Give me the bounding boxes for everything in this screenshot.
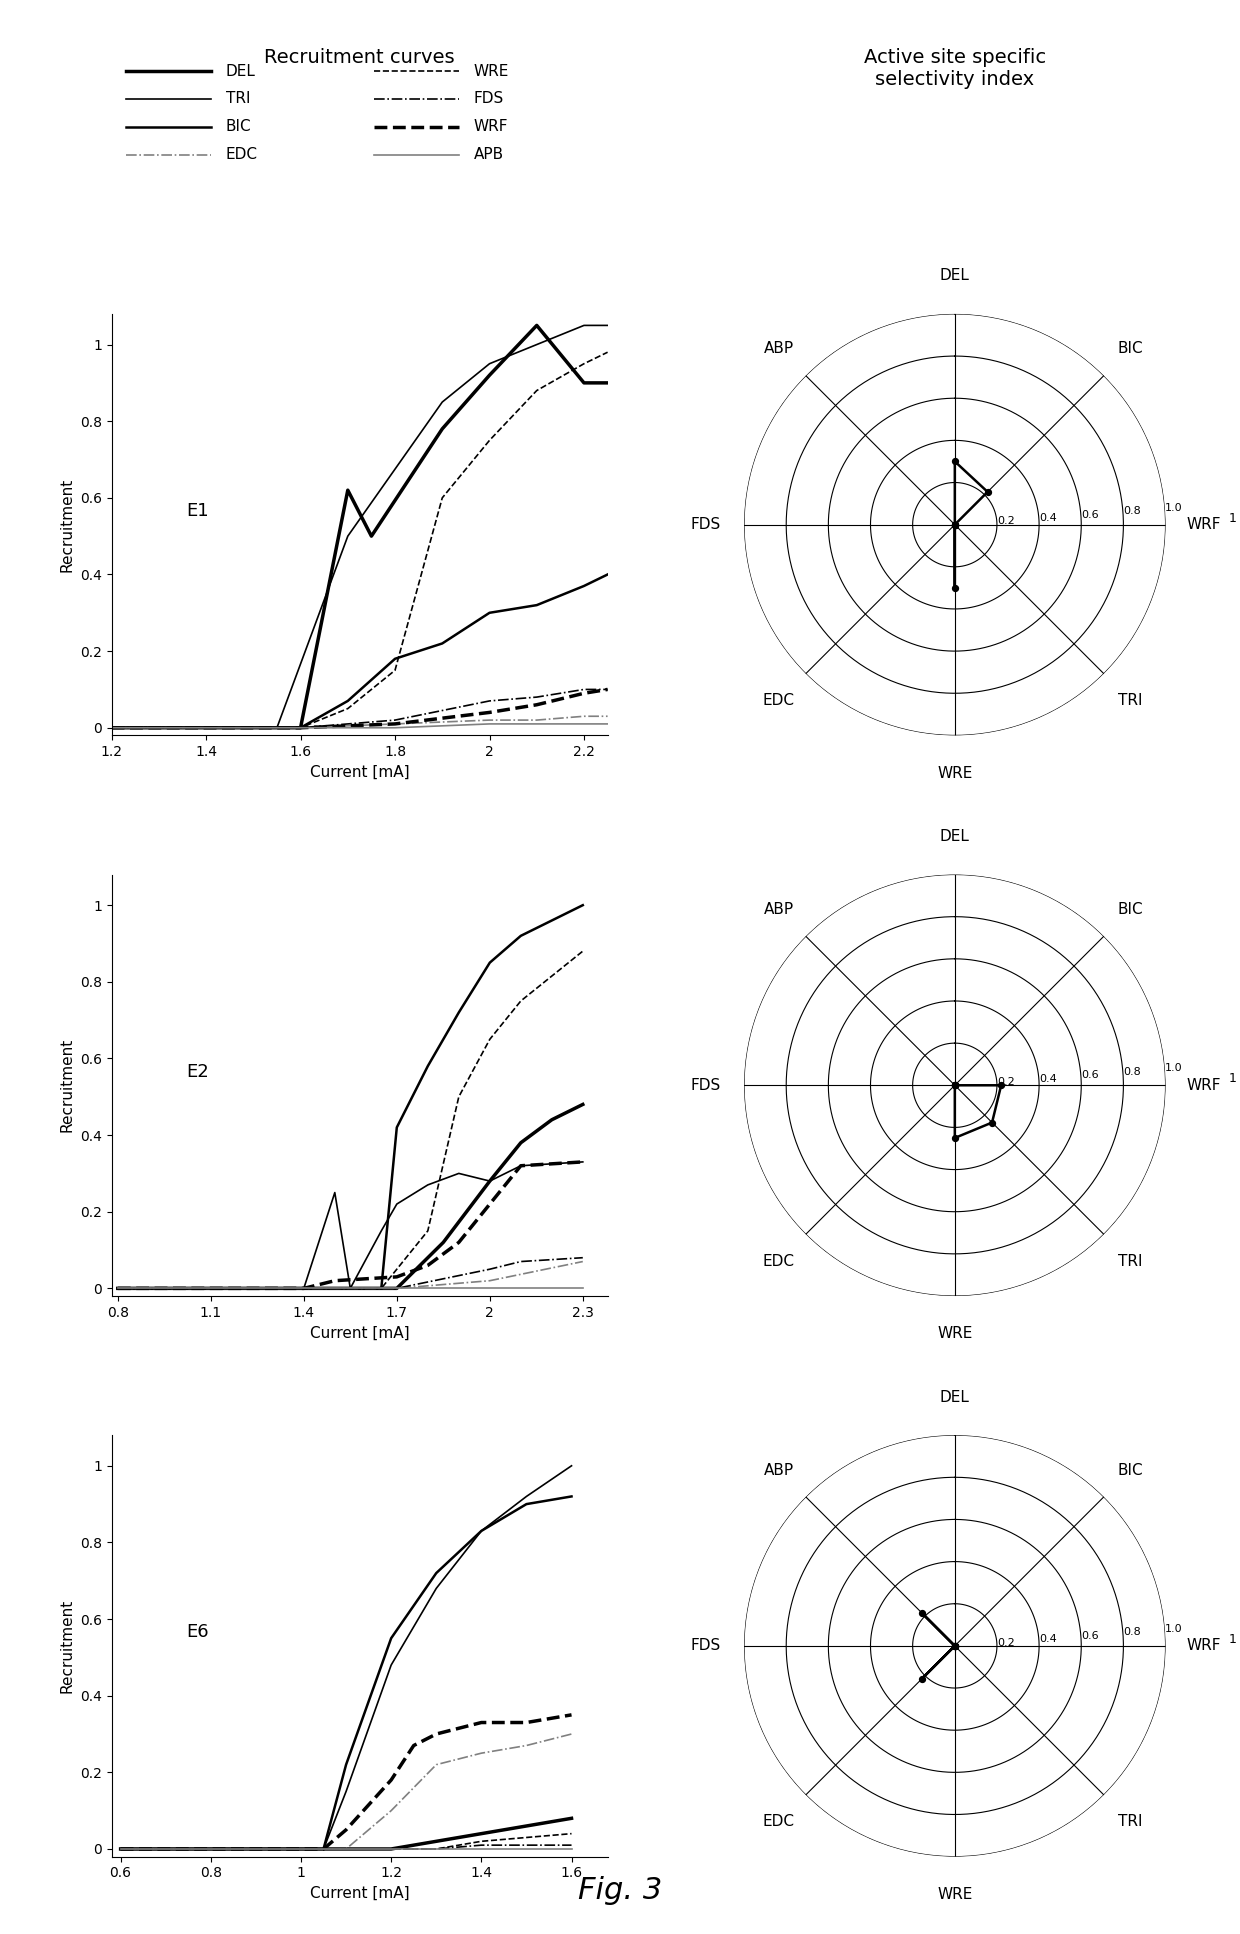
Point — [945, 1630, 965, 1661]
Text: BIC: BIC — [226, 120, 252, 133]
Text: 1.0: 1.0 — [1164, 1625, 1183, 1634]
Point — [945, 1122, 965, 1153]
Point — [982, 1106, 1002, 1137]
X-axis label: Current [mA]: Current [mA] — [310, 1886, 409, 1901]
Text: DEL: DEL — [226, 64, 255, 79]
Text: 1.0: 1.0 — [1164, 1064, 1183, 1073]
Point — [991, 1070, 1011, 1100]
Y-axis label: Recruitment: Recruitment — [60, 1599, 74, 1692]
Text: DEL: DEL — [940, 1391, 970, 1404]
Text: BIC: BIC — [1117, 340, 1143, 356]
Text: ABP: ABP — [764, 340, 794, 356]
Text: Recruitment curves: Recruitment curves — [264, 48, 455, 68]
Text: WRF: WRF — [1187, 516, 1220, 532]
Point — [945, 1630, 965, 1661]
Point — [977, 476, 997, 507]
Text: 0.2: 0.2 — [997, 1077, 1014, 1087]
Text: EDC: EDC — [226, 147, 258, 162]
Text: BIC: BIC — [1117, 901, 1143, 917]
Point — [945, 1070, 965, 1100]
Text: TRI: TRI — [1118, 692, 1143, 708]
Point — [913, 1663, 932, 1694]
Point — [945, 509, 965, 540]
Text: 0.2: 0.2 — [997, 1638, 1014, 1648]
Text: FDS: FDS — [474, 91, 503, 106]
Text: 1.0: 1.0 — [1164, 503, 1183, 513]
Text: FDS: FDS — [691, 516, 722, 532]
Text: Active site specific
selectivity index: Active site specific selectivity index — [864, 48, 1045, 89]
Point — [945, 572, 965, 603]
Text: 0.8: 0.8 — [1123, 507, 1141, 516]
Point — [945, 1630, 965, 1661]
Text: 0.6: 0.6 — [1081, 1630, 1099, 1640]
Text: E1: E1 — [186, 503, 208, 520]
Text: 0.6: 0.6 — [1081, 1070, 1099, 1081]
Point — [945, 1630, 965, 1661]
Text: EDC: EDC — [763, 1814, 795, 1830]
Text: EDC: EDC — [763, 1253, 795, 1269]
Point — [945, 1070, 965, 1100]
Text: WRF: WRF — [1187, 1077, 1220, 1093]
Text: ABP: ABP — [764, 1462, 794, 1478]
Text: DEL: DEL — [940, 830, 970, 843]
Text: 1: 1 — [1229, 513, 1236, 524]
Text: WRE: WRE — [474, 64, 510, 79]
Text: 1: 1 — [1229, 1632, 1236, 1646]
Text: TRI: TRI — [1118, 1814, 1143, 1830]
Text: WRE: WRE — [937, 766, 972, 781]
Text: ABP: ABP — [764, 901, 794, 917]
Text: 1: 1 — [1229, 1071, 1236, 1085]
Text: E2: E2 — [186, 1064, 208, 1081]
Text: FDS: FDS — [691, 1077, 722, 1093]
Text: 0.8: 0.8 — [1123, 1068, 1141, 1077]
Text: 0.4: 0.4 — [1039, 1073, 1056, 1083]
Text: 0.8: 0.8 — [1123, 1626, 1141, 1638]
Text: 0.4: 0.4 — [1039, 1634, 1056, 1644]
Text: TRI: TRI — [226, 91, 250, 106]
Point — [945, 1070, 965, 1100]
Point — [945, 1070, 965, 1100]
Text: 0.2: 0.2 — [997, 516, 1014, 526]
Text: APB: APB — [474, 147, 503, 162]
Point — [945, 509, 965, 540]
Text: WRF: WRF — [1187, 1638, 1220, 1654]
Text: WRF: WRF — [474, 120, 508, 133]
Point — [945, 509, 965, 540]
Point — [913, 1597, 932, 1628]
Text: WRE: WRE — [937, 1327, 972, 1342]
Point — [945, 509, 965, 540]
Y-axis label: Recruitment: Recruitment — [60, 478, 74, 572]
Y-axis label: Recruitment: Recruitment — [60, 1039, 74, 1133]
Text: BIC: BIC — [1117, 1462, 1143, 1478]
Text: TRI: TRI — [1118, 1253, 1143, 1269]
Text: Fig. 3: Fig. 3 — [578, 1876, 662, 1905]
X-axis label: Current [mA]: Current [mA] — [310, 1325, 409, 1340]
Text: DEL: DEL — [940, 269, 970, 284]
Text: 0.6: 0.6 — [1081, 509, 1099, 520]
Point — [945, 509, 965, 540]
Text: E6: E6 — [186, 1623, 208, 1642]
Text: FDS: FDS — [691, 1638, 722, 1654]
Text: 0.4: 0.4 — [1039, 513, 1056, 522]
Point — [945, 1070, 965, 1100]
Point — [945, 1630, 965, 1661]
Text: WRE: WRE — [937, 1888, 972, 1901]
Point — [945, 1630, 965, 1661]
X-axis label: Current [mA]: Current [mA] — [310, 764, 409, 779]
Point — [945, 447, 965, 478]
Text: EDC: EDC — [763, 692, 795, 708]
